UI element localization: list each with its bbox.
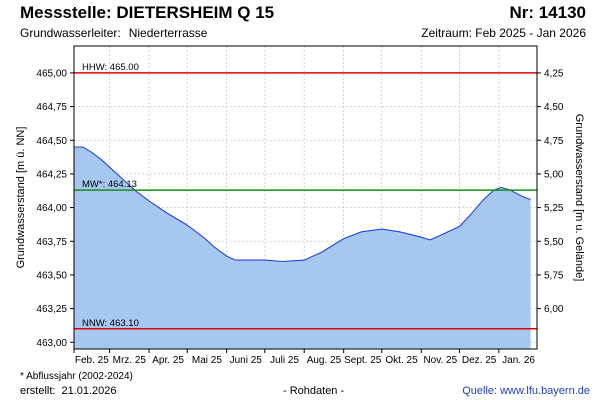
y-tick-label-left: 463,00 bbox=[36, 338, 67, 349]
source-link[interactable]: Quelle: www.lfu.bayern.de bbox=[462, 385, 590, 397]
aquifer-info: Grundwasserleiter: Niederterrasse bbox=[20, 26, 207, 40]
aquifer-value: Niederterrasse bbox=[128, 26, 208, 40]
aquifer-label: Grundwasserleiter: bbox=[20, 26, 121, 40]
y-tick-label-right: 5,25 bbox=[544, 203, 564, 214]
x-tick-label: Sept. 25 bbox=[344, 355, 382, 366]
x-tick-label: Jan. 26 bbox=[502, 355, 535, 366]
reference-label: MW*: 464.13 bbox=[82, 179, 137, 190]
y-tick-label-right: 5,75 bbox=[544, 270, 564, 281]
x-tick-label: Mai 25 bbox=[192, 355, 222, 366]
raw-data-note: - Rohdaten - bbox=[283, 385, 345, 397]
y-tick-label-right: 6,00 bbox=[544, 304, 564, 315]
reference-label: NNW: 463.10 bbox=[82, 318, 139, 329]
y-tick-label-left: 464,00 bbox=[36, 203, 67, 214]
reference-label: HHW: 465.00 bbox=[82, 62, 139, 73]
y-axis-title-left: Grundwasserstand [m ü. NN] bbox=[15, 127, 27, 269]
station-title: Messstelle: DIETERSHEIM Q 15 bbox=[20, 3, 275, 22]
series-line bbox=[74, 146, 531, 263]
created-label: erstellt: bbox=[20, 385, 56, 397]
x-tick-label: Nov. 25 bbox=[423, 355, 457, 366]
y-tick-label-right: 5,50 bbox=[544, 237, 564, 248]
x-tick-label: Juli 25 bbox=[270, 355, 299, 366]
y-tick-label-left: 464,50 bbox=[36, 136, 67, 147]
x-tick-label: Apr. 25 bbox=[152, 355, 184, 366]
y-tick-label-right: 4,25 bbox=[544, 68, 564, 79]
period-label: Zeitraum: Feb 2025 - Jan 2026 bbox=[421, 26, 586, 40]
x-tick-label: Okt. 25 bbox=[385, 355, 418, 366]
x-tick-label: Feb. 25 bbox=[75, 355, 109, 366]
x-tick-label: Juni 25 bbox=[230, 355, 263, 366]
plot-frame bbox=[73, 45, 538, 350]
y-axis-title-right: Grundwasserstand [m u. Gelände] bbox=[573, 114, 585, 282]
y-tick-label-right: 5,00 bbox=[544, 169, 564, 180]
y-tick-label-right: 4,75 bbox=[544, 136, 564, 147]
x-tick-label: Dez. 25 bbox=[462, 355, 497, 366]
y-tick-label-left: 464,75 bbox=[36, 102, 67, 113]
y-tick-label-left: 464,25 bbox=[36, 169, 67, 180]
y-tick-label-left: 463,25 bbox=[36, 304, 67, 315]
footnote: * Abflussjahr (2002-2024) bbox=[20, 371, 133, 382]
x-tick-label: Mrz. 25 bbox=[113, 355, 147, 366]
station-number: Nr: 14130 bbox=[509, 3, 586, 22]
y-tick-label-left: 465,00 bbox=[36, 68, 67, 79]
y-tick-label-right: 4,50 bbox=[544, 102, 564, 113]
series-area bbox=[74, 147, 531, 349]
created-info: erstellt: 21.01.2026 bbox=[20, 385, 117, 397]
x-tick-label: Aug. 25 bbox=[307, 355, 342, 366]
y-tick-label-left: 463,75 bbox=[36, 237, 67, 248]
y-tick-label-left: 463,50 bbox=[36, 270, 67, 281]
created-date: 21.01.2026 bbox=[61, 385, 117, 397]
